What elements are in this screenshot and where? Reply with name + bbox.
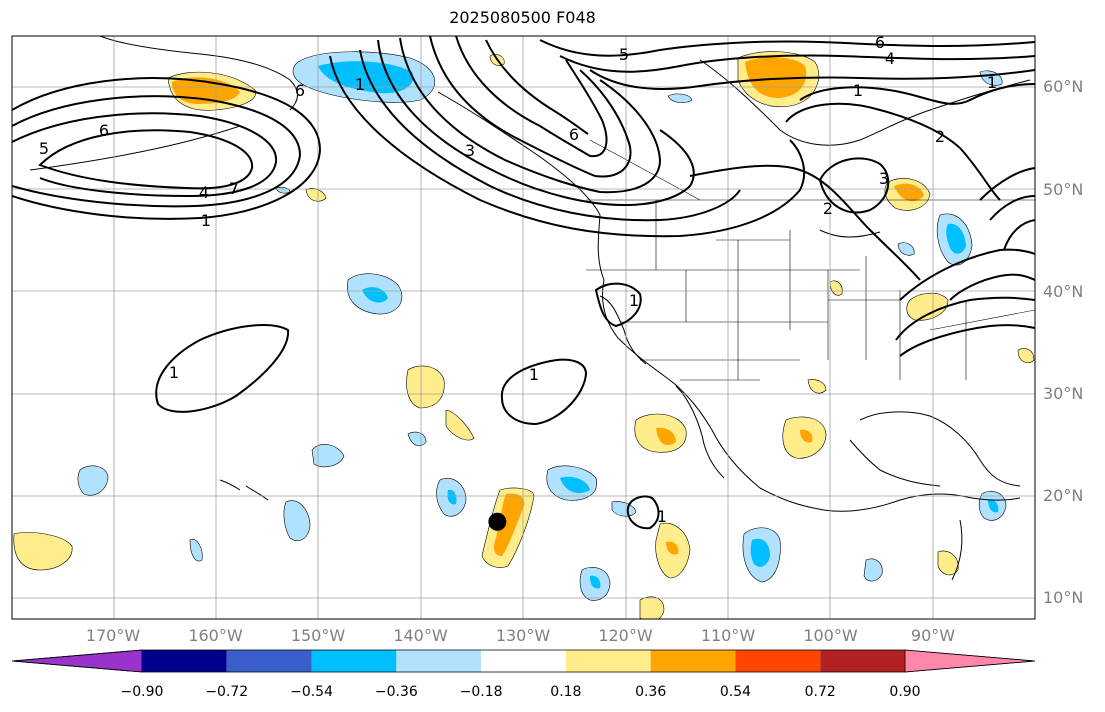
lat-label: 10°N [1043, 588, 1084, 608]
colorbar-outline [11, 649, 1036, 673]
colorbar-tick-label: 0.90 [889, 684, 921, 700]
contour-label: 4 [885, 49, 895, 68]
contour-label: 7 [229, 179, 239, 198]
contour-label: 5 [619, 45, 629, 64]
graticule [12, 36, 1035, 619]
lat-label: 50°N [1043, 179, 1084, 199]
lon-label: 150°W [290, 626, 346, 645]
contour-label: 1 [169, 363, 179, 382]
lat-label: 60°N [1043, 77, 1084, 97]
map-title: 2025080500 F048 [449, 8, 596, 27]
colorbar-tick-label: −0.72 [205, 684, 249, 700]
contour-label: 1 [355, 75, 365, 94]
colorbar-segment [650, 650, 736, 672]
location-marker [488, 512, 507, 531]
colorbar-segment [735, 650, 821, 672]
colorbar-tick-label: −0.36 [374, 684, 418, 700]
lon-label: 90°W [910, 626, 956, 645]
colorbar-segment [396, 650, 482, 672]
shaded-anomalies [13, 51, 1035, 619]
contour-label: 2 [823, 199, 833, 218]
colorbar-extend-high [904, 649, 1036, 673]
contour-label: 1 [853, 81, 863, 100]
contour-label: 6 [99, 121, 109, 140]
contour-label: 1 [529, 365, 539, 384]
contour-label: 3 [879, 169, 889, 188]
colorbar-tick-label: 0.18 [550, 684, 582, 700]
colorbar [11, 649, 1036, 673]
political-borders [586, 139, 1035, 381]
lat-label: 30°N [1043, 384, 1084, 403]
contour-label: 2 [935, 127, 945, 146]
lon-label: 170°W [85, 626, 141, 645]
colorbar-tick-label: 0.54 [719, 684, 752, 700]
contour-label: 6 [569, 125, 579, 144]
contour-label: 6 [295, 81, 305, 100]
colorbar-segment [142, 650, 227, 672]
lon-label: 130°W [495, 626, 551, 645]
contour-label: 1 [657, 507, 667, 526]
colorbar-tick-label: −0.54 [290, 684, 333, 700]
contour-label: 4 [199, 183, 209, 202]
map-frame [11, 35, 1036, 620]
contour-lines [12, 36, 1035, 530]
colorbar-segment [820, 650, 905, 672]
colorbar-segment [311, 650, 397, 672]
contour-label: 6 [875, 33, 885, 52]
colorbar-tick-label: 0.36 [635, 684, 667, 700]
lon-label: 120°W [598, 626, 653, 645]
colorbar-segment [565, 650, 651, 672]
colorbar-tick-label: 0.72 [804, 684, 836, 700]
lat-label: 20°N [1043, 486, 1084, 506]
colorbar-tick-label: −0.90 [120, 684, 164, 700]
colorbar-segment [226, 650, 312, 672]
lon-label: 110°W [700, 626, 756, 645]
lon-label: 140°W [393, 626, 448, 645]
contour-label: 1 [629, 291, 639, 310]
contour-label: 1 [201, 211, 211, 230]
contour-label: 5 [39, 139, 49, 158]
lon-label: 160°W [188, 626, 243, 645]
lon-label: 100°W [803, 626, 858, 645]
contour-label: 1 [987, 73, 997, 92]
lat-label: 40°N [1043, 281, 1084, 301]
colorbar-extend-low [11, 649, 143, 673]
contour-label: 3 [465, 141, 475, 160]
colorbar-segment [481, 650, 566, 672]
colorbar-tick-label: −0.18 [459, 684, 503, 700]
contour-labels: 5 6 6 4 7 1 1 3 6 5 6 4 1 1 2 3 2 1 1 1 … [39, 33, 997, 526]
